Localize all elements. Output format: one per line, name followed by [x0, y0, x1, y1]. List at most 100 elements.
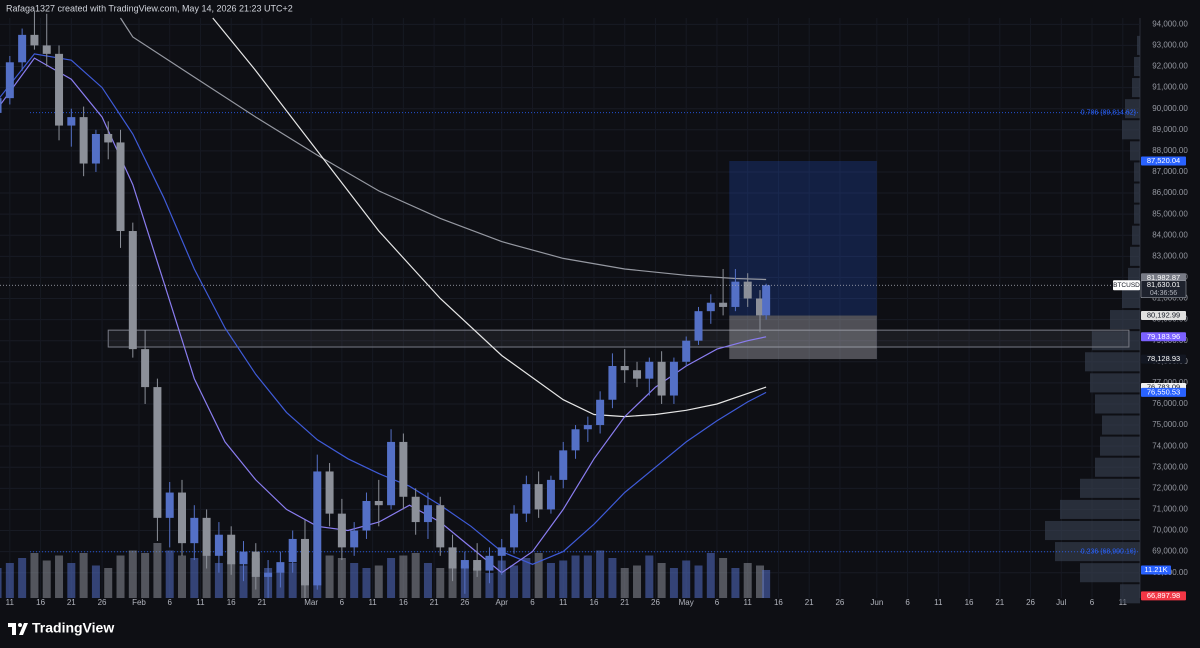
volume-bar	[423, 563, 432, 598]
candle	[411, 488, 420, 535]
candle	[0, 98, 2, 113]
candle	[67, 108, 76, 147]
x-tick-label: 26	[460, 598, 469, 607]
volume-bar	[325, 555, 334, 598]
x-tick-label: Jun	[870, 598, 883, 607]
candle-body	[214, 534, 223, 556]
volume-bar	[546, 563, 555, 598]
candle	[276, 551, 285, 588]
candle	[104, 121, 113, 160]
candle-body	[448, 547, 457, 569]
candle-body	[227, 534, 236, 565]
candle	[510, 505, 519, 554]
candle-body	[178, 492, 187, 544]
candle	[534, 471, 543, 518]
x-tick-label: 26	[651, 598, 660, 607]
candle-body	[300, 538, 309, 586]
price-badge-label: 76,783.09	[1147, 382, 1180, 391]
profile-bar	[1122, 120, 1140, 140]
candle	[165, 482, 174, 548]
volume-bar	[731, 568, 740, 598]
candle-body	[571, 429, 580, 451]
price-badge	[1141, 156, 1186, 166]
volume-bar	[362, 568, 371, 598]
moving-average	[119, 17, 767, 281]
moving-average	[212, 17, 767, 418]
candle-body	[399, 441, 408, 497]
candle	[55, 45, 64, 141]
volume-badge	[1141, 565, 1171, 575]
volume-bar	[682, 560, 691, 598]
candle-body	[325, 471, 334, 514]
profile-bar	[1095, 457, 1140, 477]
profile-bar	[1134, 204, 1140, 224]
candle	[633, 361, 642, 388]
y-tick-label: 90,000.00	[1152, 104, 1188, 113]
candle	[571, 425, 580, 459]
y-tick-label: 76,000.00	[1152, 399, 1188, 408]
candle	[325, 463, 334, 527]
price-badges: 87,520.04 81,982.87 80,192.99 79,183.96 78,1…	[1113, 156, 1187, 601]
candle-body	[239, 551, 248, 565]
candle-body	[608, 366, 617, 400]
last-price-badge	[1140, 280, 1187, 299]
x-tick-label: 21	[805, 598, 814, 607]
volume-bar	[596, 550, 605, 598]
candle-body	[596, 399, 605, 426]
candle-body	[30, 34, 39, 46]
candle	[5, 55, 14, 105]
candle	[337, 498, 346, 561]
candle-body	[0, 98, 2, 113]
x-tick-label: 26	[98, 598, 107, 607]
volume-bar	[743, 563, 752, 598]
y-tick-label: 93,000.00	[1152, 41, 1188, 50]
x-tick-label: 6	[905, 598, 910, 607]
candle	[30, 11, 39, 50]
symbol-label: BTCUSD	[1113, 282, 1140, 289]
x-tick-label: 6	[167, 598, 172, 607]
candle	[251, 543, 260, 590]
profile-bar	[1060, 499, 1140, 519]
candle-body	[559, 450, 568, 480]
candle	[620, 349, 629, 383]
candle-body	[743, 281, 752, 299]
candle-body	[350, 530, 359, 548]
candle-body	[362, 500, 371, 531]
candle	[239, 541, 248, 582]
volume-bar	[165, 550, 174, 598]
volume-bar	[510, 565, 519, 598]
x-tick-label: 11	[744, 598, 753, 607]
candle-body	[128, 231, 137, 350]
candle-body	[546, 479, 555, 510]
profile-bar	[1102, 415, 1140, 435]
x-tick-label: Apr	[496, 598, 509, 607]
y-tick-label: 85,000.00	[1152, 209, 1188, 218]
logo-stem	[12, 623, 16, 635]
candle-body	[276, 562, 285, 573]
candle-body	[18, 34, 27, 63]
candle	[141, 330, 150, 404]
volume-bar	[571, 555, 580, 598]
candle-body	[522, 484, 531, 514]
candle	[227, 526, 236, 575]
volume-bar	[67, 563, 76, 598]
volume-bar	[473, 568, 482, 598]
volume-bar	[374, 565, 383, 598]
profile-bar	[1132, 225, 1140, 245]
x-tick-label: 16	[774, 598, 783, 607]
x-tick-label: 21	[67, 598, 76, 607]
volume-bar	[756, 565, 764, 598]
candle-body	[79, 117, 88, 164]
candle	[387, 429, 396, 510]
volume-bar	[559, 560, 568, 598]
x-tick-label: 11	[934, 598, 943, 607]
price-badge	[1141, 273, 1186, 283]
candle	[264, 560, 273, 598]
volume-bar	[79, 553, 88, 598]
volume-bar	[694, 565, 703, 598]
candle	[756, 290, 764, 333]
y-tick-label: 75,000.00	[1152, 420, 1188, 429]
volume-bar	[657, 563, 666, 598]
volume-bar	[633, 565, 642, 598]
position	[729, 160, 877, 360]
